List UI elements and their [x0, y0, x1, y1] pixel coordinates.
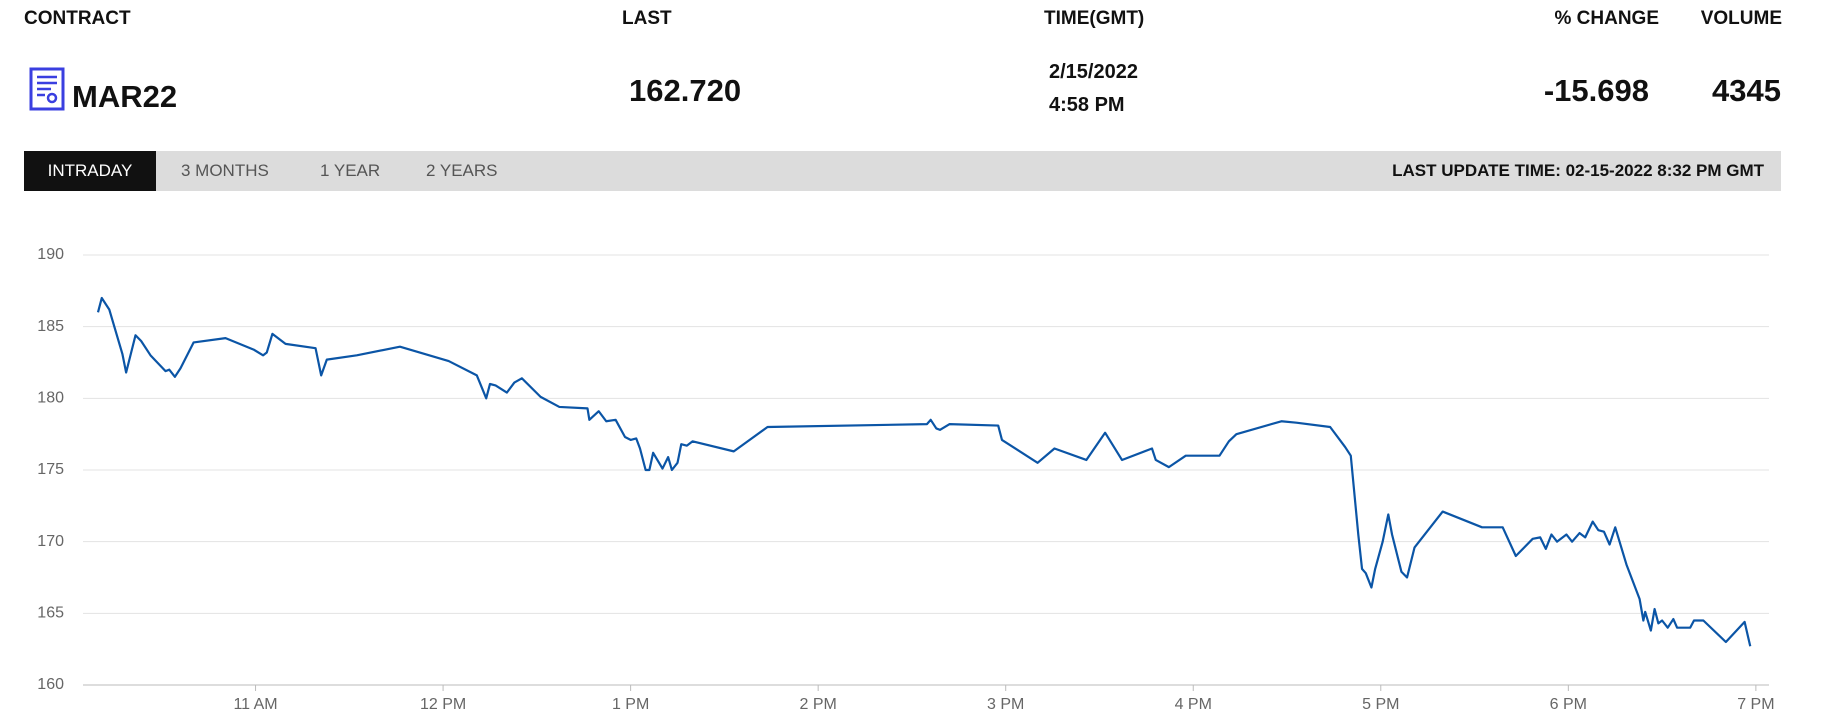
- tab[interactable]: INTRADAY: [24, 151, 156, 191]
- y-tick-label: 175: [37, 461, 64, 478]
- x-tick-label: 12 PM: [420, 696, 466, 713]
- column-label: TIME(GMT): [1044, 8, 1145, 29]
- x-tick-label: 1 PM: [612, 696, 649, 713]
- x-tick-label: 2 PM: [799, 696, 836, 713]
- y-tick-label: 185: [37, 318, 64, 335]
- y-tick-label: 170: [37, 533, 64, 550]
- volume: 4345: [1712, 73, 1781, 108]
- y-tick-label: 180: [37, 390, 64, 407]
- column-label: LAST: [622, 8, 672, 29]
- y-tick-label: 160: [37, 676, 64, 693]
- x-tick-label: 6 PM: [1550, 696, 1587, 713]
- last-update: LAST UPDATE TIME: 02-15-2022 8:32 PM GMT: [1392, 161, 1764, 180]
- contract: MAR22: [72, 79, 178, 114]
- trade-date: 2/15/2022: [1049, 61, 1138, 83]
- x-tick-label: 11 AM: [233, 696, 277, 713]
- y-tick-label: 165: [37, 605, 64, 622]
- chart: 160 165 170 175 180 185 190 11 AM 12 PM 1 PM 2 PM 3…: [37, 246, 1774, 713]
- y-tick-label: 190: [37, 246, 64, 263]
- price-line: [96, 296, 1752, 647]
- tab[interactable]: 3 MONTHS: [181, 161, 269, 180]
- column-label: % CHANGE: [1554, 8, 1659, 29]
- tab[interactable]: 2 YEARS: [426, 161, 498, 180]
- x-tick-label: 3 PM: [987, 696, 1024, 713]
- last-price: 162.720: [629, 73, 742, 108]
- contract-icon: [29, 67, 65, 111]
- tab[interactable]: 1 YEAR: [320, 161, 381, 180]
- percent-change: -15.698: [1543, 73, 1649, 108]
- x-tick-label: 7 PM: [1737, 696, 1774, 713]
- trade-time: 4:58 PM: [1049, 94, 1125, 116]
- x-tick-label: 4 PM: [1175, 696, 1212, 713]
- column-label: VOLUME: [1700, 8, 1782, 29]
- tab-bar: LAST UPDATE TIME: 02-15-2022 8:32 PM GMT…: [24, 151, 1781, 191]
- x-tick-label: 5 PM: [1362, 696, 1399, 713]
- column-label: CONTRACT: [24, 8, 131, 29]
